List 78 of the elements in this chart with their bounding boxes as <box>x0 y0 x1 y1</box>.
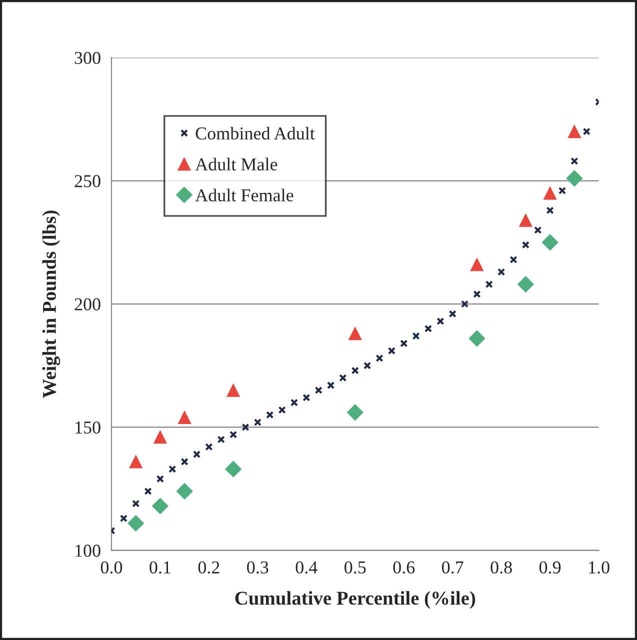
point <box>314 386 322 394</box>
point <box>154 430 167 444</box>
point <box>339 374 347 382</box>
x-tick-label: 0.8 <box>490 561 512 574</box>
point <box>192 450 201 458</box>
point <box>497 268 506 276</box>
point <box>205 443 213 451</box>
point <box>120 514 128 522</box>
point <box>326 381 335 390</box>
point <box>400 340 408 348</box>
point <box>229 430 238 438</box>
point <box>566 170 583 187</box>
point <box>178 410 192 424</box>
y-axis-title: Weight in Pounds (lbs) <box>42 210 60 398</box>
x-tick-label: 0.3 <box>247 561 268 574</box>
x-tick-label: 0.6 <box>393 561 415 574</box>
point <box>278 406 286 414</box>
point <box>582 128 590 136</box>
point <box>570 157 578 165</box>
point <box>254 418 262 426</box>
point <box>510 256 518 264</box>
point <box>468 330 486 347</box>
legend-label: Adult Female <box>195 188 294 202</box>
x-tick-label: 0.5 <box>344 561 366 574</box>
point <box>242 423 250 432</box>
x-tick-label: 0.7 <box>442 561 464 574</box>
x-tick-label: 1.0 <box>589 561 610 574</box>
point <box>168 465 176 473</box>
x-tick-label: 0.0 <box>100 561 122 574</box>
point <box>290 398 298 406</box>
point <box>348 326 362 340</box>
point <box>424 324 432 332</box>
x-tick-label: 0.4 <box>296 561 318 574</box>
point <box>217 436 225 444</box>
point <box>129 455 142 468</box>
point <box>412 332 420 340</box>
y-tick-label: 100 <box>76 544 100 557</box>
point <box>180 458 188 466</box>
point <box>558 186 566 194</box>
point <box>388 346 396 355</box>
point <box>517 276 534 292</box>
point <box>546 206 554 214</box>
point <box>519 214 532 227</box>
point <box>448 310 456 318</box>
legend-label: Adult Male <box>195 158 278 170</box>
point <box>156 475 164 483</box>
point <box>473 290 481 298</box>
point <box>176 483 193 500</box>
x-axis-title: Cumulative Percentile (%ile) <box>235 591 476 609</box>
point <box>460 300 469 308</box>
point <box>128 515 144 532</box>
legend-label: Combined Adult <box>196 126 315 140</box>
point <box>346 404 364 421</box>
point <box>266 411 274 419</box>
point <box>522 241 530 249</box>
point <box>568 124 582 138</box>
point <box>132 500 140 508</box>
point <box>470 258 484 272</box>
x-tick-label: 0.9 <box>539 561 561 574</box>
x-tick-label: 0.2 <box>198 561 220 574</box>
point <box>152 498 168 514</box>
point <box>534 226 542 234</box>
x-tick-label: 0.1 <box>150 561 170 574</box>
point <box>436 317 444 326</box>
y-tick-label: 250 <box>74 175 100 188</box>
point <box>226 384 240 397</box>
point <box>363 362 372 370</box>
y-tick-label: 150 <box>76 421 100 434</box>
point <box>376 354 384 362</box>
point <box>542 234 558 251</box>
point <box>144 487 152 496</box>
point <box>302 394 310 402</box>
point <box>485 280 493 288</box>
point <box>543 186 557 200</box>
y-tick-label: 300 <box>74 52 100 64</box>
point <box>225 460 242 478</box>
y-tick-label: 200 <box>74 298 100 310</box>
point <box>351 366 359 374</box>
